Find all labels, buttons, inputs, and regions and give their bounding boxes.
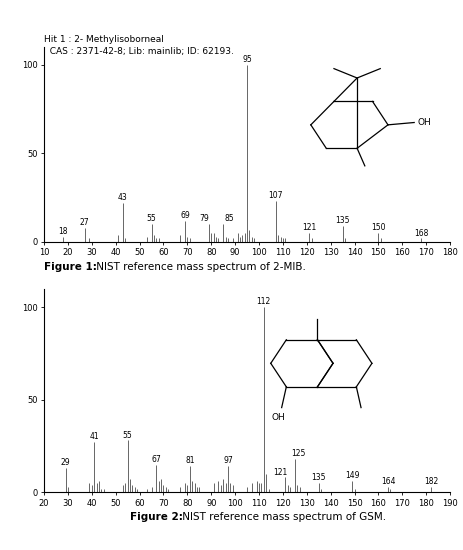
Text: 164: 164 (380, 477, 394, 486)
Text: CAS : 2371-42-8; Lib: mainlib; ID: 62193.: CAS : 2371-42-8; Lib: mainlib; ID: 62193… (44, 47, 233, 56)
Text: 55: 55 (146, 214, 156, 223)
Text: 27: 27 (80, 218, 89, 227)
Text: 121: 121 (273, 468, 287, 476)
Text: Hit 1 : 2- Methylisoborneal: Hit 1 : 2- Methylisoborneal (44, 35, 163, 44)
Text: 97: 97 (223, 456, 232, 465)
Text: Figure 1:: Figure 1: (44, 262, 97, 272)
Text: 149: 149 (344, 471, 359, 480)
Text: NIST reference mass spectrum of 2-MIB.: NIST reference mass spectrum of 2-MIB. (93, 262, 305, 272)
Text: 43: 43 (118, 193, 127, 202)
Text: 121: 121 (301, 223, 316, 232)
Text: 81: 81 (185, 456, 194, 465)
Text: 168: 168 (413, 229, 428, 238)
Text: 85: 85 (224, 214, 233, 223)
Text: 18: 18 (58, 227, 68, 236)
Text: 55: 55 (123, 431, 132, 439)
Text: Figure 2:: Figure 2: (130, 513, 182, 522)
Text: 135: 135 (335, 216, 349, 225)
Text: NIST reference mass spectrum of GSM.: NIST reference mass spectrum of GSM. (178, 513, 385, 522)
Text: 41: 41 (89, 432, 99, 441)
Text: 79: 79 (199, 214, 208, 223)
Text: 67: 67 (151, 454, 161, 464)
Text: 150: 150 (370, 223, 385, 232)
Text: 107: 107 (268, 191, 282, 200)
Text: 125: 125 (291, 449, 305, 458)
Text: 182: 182 (423, 477, 437, 486)
Text: 29: 29 (61, 458, 70, 468)
Text: 69: 69 (180, 211, 189, 220)
Text: 135: 135 (311, 473, 325, 482)
Text: 95: 95 (242, 54, 251, 64)
Text: 112: 112 (256, 298, 270, 306)
